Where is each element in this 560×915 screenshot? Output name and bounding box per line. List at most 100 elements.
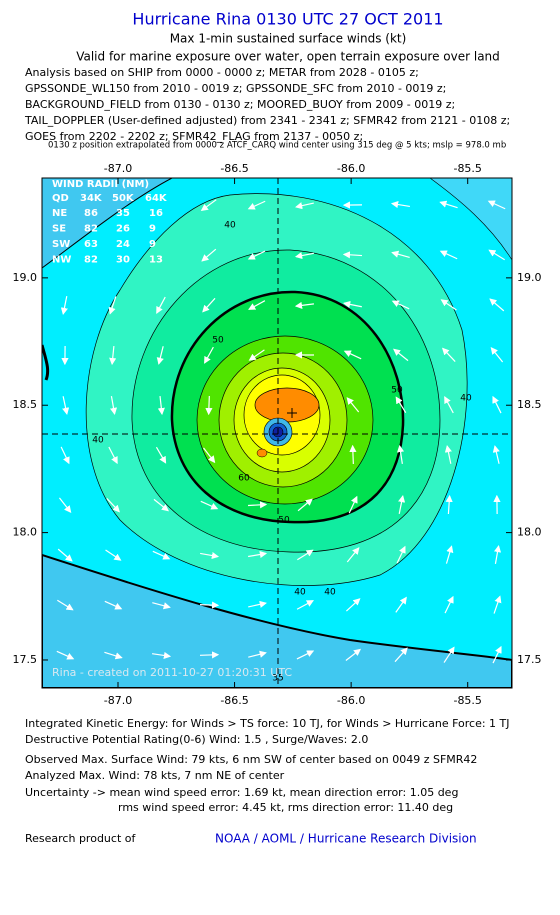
wind-arrow (157, 395, 165, 416)
wind-arrow (57, 548, 73, 562)
wind-arrow (56, 650, 75, 660)
contour-75 (254, 387, 320, 423)
credit: Rina - created on 2011-10-27 01:20:31 UT… (52, 666, 292, 679)
lat-tick-label: 18.5 (517, 398, 542, 411)
wind-arrow (342, 251, 363, 259)
lat-tick-label: 19.0 (517, 271, 542, 284)
lat-tick-label: 18.5 (13, 398, 38, 411)
plot-frame (41, 177, 513, 689)
contour-label: 50 (212, 336, 224, 346)
radii-cell: NE (52, 208, 67, 219)
wind-arrow (60, 446, 70, 465)
wind-arrow (440, 299, 457, 311)
wind-arrow (395, 396, 407, 413)
lon-tick-label: -86.0 (337, 694, 365, 707)
radii-cell: 26 (116, 224, 130, 235)
source-line: GPSSONDE_WL150 from 2010 - 0019 z; GPSSO… (25, 82, 446, 95)
wind-arrow (343, 350, 362, 360)
validity: Valid for marine exposure over water, op… (76, 50, 500, 64)
wind-arrow (203, 447, 216, 464)
contour-75 (256, 448, 268, 458)
coastline (42, 344, 50, 381)
wind-arrow (104, 651, 123, 660)
wind-arrow (342, 300, 362, 308)
wind-arrow (490, 347, 504, 363)
wind-arrow (248, 300, 266, 310)
wind-arrow (444, 595, 454, 614)
radii-cell: SE (52, 224, 66, 235)
wind-arrow (439, 250, 458, 260)
wind-arrow (248, 550, 268, 559)
wind-arrow (202, 297, 216, 313)
contour-label: 40 (324, 588, 336, 598)
wind-arrow (294, 252, 314, 260)
contour-label: 50 (391, 386, 403, 396)
wind-arrow (492, 395, 502, 414)
footer-line: Uncertainty -> mean wind speed error: 1.… (25, 786, 458, 799)
wind-arrow (443, 646, 455, 663)
wind-arrow (445, 494, 453, 515)
wind-arrow (200, 500, 219, 510)
lat-tick-label: 17.5 (517, 653, 542, 666)
wind-arrow (105, 549, 122, 561)
footer-line: rms wind speed error: 4.45 kt, rms direc… (118, 801, 453, 814)
wind-arrow (247, 501, 268, 509)
wind-arrow (108, 296, 117, 315)
lon-tick-label: -87.0 (104, 694, 132, 707)
contour-label: 40 (224, 221, 236, 231)
wind-arrow (153, 498, 169, 512)
wind-arrow (489, 298, 505, 312)
wind-arrow (248, 349, 265, 361)
wind-arrow (445, 545, 454, 564)
lon-tick-label: -85.5 (453, 694, 481, 707)
wind-arrow (152, 602, 171, 610)
wind-arrow (156, 346, 164, 365)
wind-arrow (247, 200, 266, 210)
wind-arrow (390, 200, 410, 209)
research: Research product of (25, 832, 136, 845)
wind-arrow (109, 396, 118, 416)
source-line: GOES from 2202 - 2202 z; SFMR42_FLAG fro… (25, 130, 363, 143)
lat-tick-label: 18.0 (13, 526, 38, 539)
wind-arrow (296, 650, 315, 660)
lat-tick-label: 19.0 (13, 271, 38, 284)
wind-arrow (295, 202, 314, 210)
lon-tick-label: -86.5 (220, 162, 248, 175)
lat-tick-label: 17.5 (13, 653, 38, 666)
footer-line: Analyzed Max. Wind: 78 kts, 7 nm NE of c… (25, 769, 285, 782)
wind-arrow (391, 300, 410, 310)
wind-arrow (57, 599, 74, 611)
wind-arrow (439, 200, 458, 209)
wind-arrow (155, 446, 167, 464)
radii-header: 64K (145, 193, 168, 204)
contour-label: 40 (294, 588, 306, 598)
radii-cell: 13 (149, 255, 163, 266)
radii-cell: 30 (116, 255, 130, 266)
radii-header: 50K (112, 193, 135, 204)
wind-arrow (346, 547, 360, 563)
radii-cell: SW (52, 239, 70, 250)
wind-arrow (152, 651, 172, 659)
contour-label: 40 (460, 394, 472, 404)
source-line: BACKGROUND_FIELD from 0130 - 0130 z; MOO… (25, 98, 455, 111)
wind-arrow (200, 551, 220, 560)
wind-arrow (60, 296, 68, 315)
wind-arrow (296, 600, 314, 610)
position-note: 0130 z position extrapolated from 0000 z… (48, 141, 506, 151)
wind-arrow (441, 347, 456, 362)
contour-label: 40 (92, 436, 104, 446)
wind-arrow (204, 346, 214, 364)
source-line: Analysis based on SHIP from 0000 - 0000 … (25, 66, 419, 79)
lon-tick-label: -86.5 (220, 694, 248, 707)
radii-header: QD (52, 193, 69, 204)
lon-tick-label: -86.0 (337, 162, 365, 175)
radii-cell: NW (52, 255, 71, 266)
wind-arrow (349, 444, 357, 465)
wind-arrow (152, 550, 171, 560)
lat-tick-label: 18.0 (517, 526, 542, 539)
wind-arrow (444, 396, 454, 414)
wind-arrow (488, 249, 505, 261)
wind-arrow (492, 645, 502, 664)
wind-arrow (248, 600, 267, 608)
wind-arrow (104, 600, 123, 610)
